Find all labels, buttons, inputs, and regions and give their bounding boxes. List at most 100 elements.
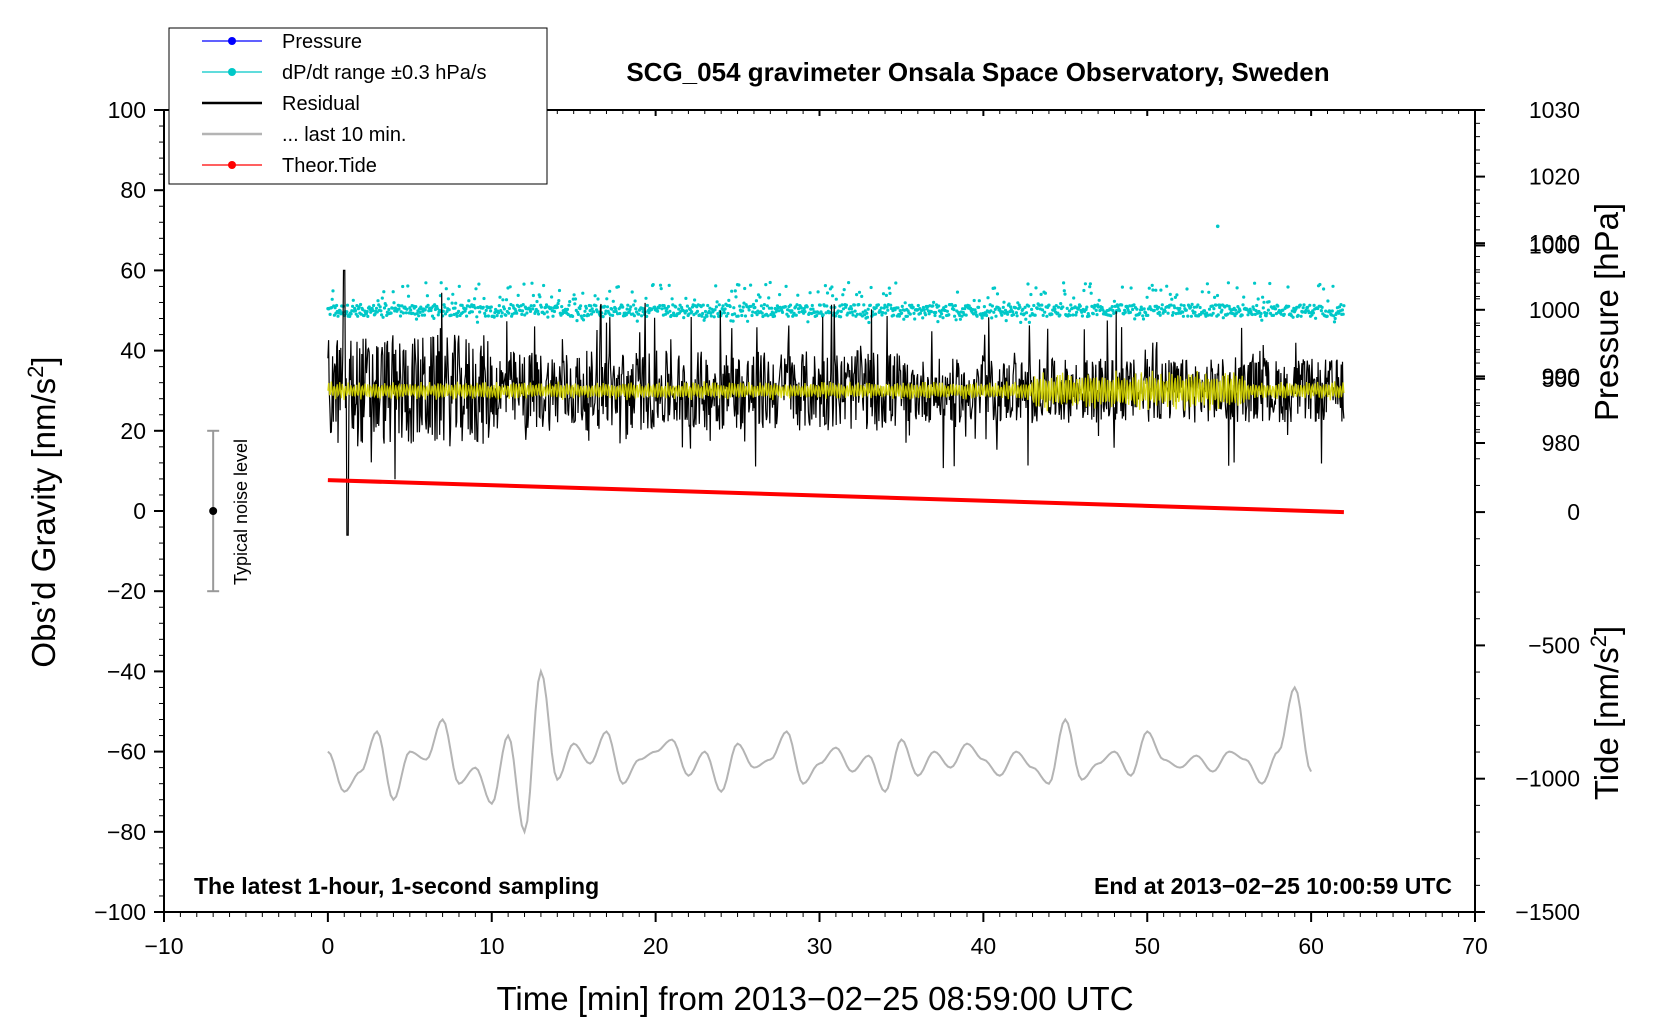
legend-label: ... last 10 min. — [282, 124, 407, 146]
dpdt-point — [733, 312, 737, 316]
dpdt-point — [1089, 291, 1093, 295]
dpdt-point — [552, 309, 557, 314]
dpdt-point — [912, 311, 916, 315]
dpdt-point — [658, 283, 663, 287]
dpdt-point — [1170, 297, 1174, 301]
dpdt-point — [1142, 307, 1146, 311]
dpdt-point — [435, 307, 440, 311]
dpdt-point — [596, 297, 600, 301]
dpdt-point — [1306, 305, 1310, 309]
dpdt-point — [860, 294, 864, 298]
dpdt-point — [1040, 308, 1045, 312]
dpdt-point — [767, 296, 771, 300]
dpdt-point — [772, 314, 777, 318]
dpdt-point — [989, 309, 993, 313]
dpdt-point — [556, 301, 560, 306]
dpdt-point — [1254, 309, 1258, 313]
y-tick-label: 40 — [120, 338, 146, 364]
dpdt-point — [1002, 300, 1006, 304]
dpdt-point — [815, 314, 819, 318]
dpdt-point — [1160, 307, 1164, 311]
dpdt-point — [1168, 292, 1172, 296]
dpdt-point — [1181, 310, 1185, 314]
dpdt-point — [392, 301, 396, 305]
dpdt-point — [1216, 313, 1220, 317]
dpdt-point — [1001, 305, 1005, 309]
dpdt-point — [328, 312, 332, 316]
dpdt-point — [378, 305, 382, 309]
dpdt-point — [522, 282, 526, 286]
dpdt-point — [1256, 297, 1260, 301]
dpdt-point — [863, 313, 867, 317]
dpdt-point — [1043, 310, 1047, 314]
dpdt-point — [528, 309, 533, 313]
dpdt-point — [372, 303, 376, 308]
tide-line — [327, 478, 1344, 515]
dpdt-point — [1185, 287, 1189, 291]
dpdt-point — [916, 303, 920, 308]
dpdt-point — [1094, 308, 1098, 312]
dpdt-point — [536, 312, 541, 316]
y-tick-label: −40 — [107, 658, 146, 684]
dpdt-point — [1128, 310, 1132, 314]
dpdt-point — [977, 299, 981, 303]
dpdt-point — [980, 316, 984, 320]
dpdt-point — [1091, 312, 1095, 316]
dpdt-point — [1117, 309, 1122, 313]
dpdt-point — [1145, 295, 1149, 299]
dpdt-point — [816, 290, 820, 294]
dpdt-point — [424, 281, 428, 285]
y-tick-label: 100 — [108, 97, 146, 123]
dpdt-point — [853, 309, 857, 313]
dpdt-point — [974, 310, 978, 314]
dpdt-point — [1056, 311, 1060, 315]
dpdt-point — [610, 307, 614, 311]
dpdt-point — [1085, 305, 1089, 309]
dpdt-point — [825, 304, 829, 308]
dpdt-point — [603, 304, 607, 308]
dpdt-point — [742, 301, 746, 305]
tide-axis-ticks: −1500 −1000 −500 0 500 1000 — [1475, 233, 1580, 925]
dpdt-point — [366, 314, 370, 318]
dpdt-point — [1234, 308, 1238, 312]
dpdt-point — [705, 314, 709, 318]
dpdt-point — [1207, 290, 1211, 294]
dpdt-point — [381, 315, 385, 319]
dpdt-point — [659, 287, 663, 291]
dpdt-point — [422, 313, 427, 317]
dpdt-point — [359, 302, 363, 307]
dpdt-point — [1182, 304, 1186, 308]
dpdt-point — [546, 315, 550, 319]
dpdt-point — [796, 307, 801, 311]
dpdt-point — [1322, 287, 1326, 291]
dpdt-point — [941, 316, 945, 320]
dpdt-point — [884, 293, 889, 297]
dpdt-point — [743, 286, 747, 291]
dpdt-point — [1341, 312, 1345, 316]
dpdt-point — [1307, 311, 1311, 315]
dpdt-point — [1250, 312, 1254, 317]
dpdt-point — [482, 296, 486, 301]
dpdt-point — [467, 299, 471, 303]
dpdt-point — [382, 290, 386, 294]
dpdt-point — [806, 320, 810, 324]
dpdt-point — [542, 312, 546, 316]
dpdt-point — [1050, 312, 1054, 316]
dpdt-point — [1006, 312, 1010, 316]
dpdt-point — [1268, 281, 1272, 286]
dpdt-point — [1088, 285, 1092, 289]
dpdt-point — [828, 310, 832, 315]
dpdt-point — [1014, 306, 1018, 310]
dpdt-point — [1340, 308, 1344, 312]
dpdt-point — [507, 306, 511, 311]
dpdt-point — [414, 317, 419, 321]
dpdt-point — [345, 303, 350, 307]
dpdt-point — [740, 313, 744, 318]
dpdt-point — [1262, 300, 1266, 304]
dpdt-point — [414, 305, 418, 309]
dpdt-point — [831, 294, 835, 298]
dpdt-point — [767, 306, 772, 310]
dpdt-point — [398, 304, 402, 308]
dpdt-point — [498, 295, 502, 299]
dpdt-point — [336, 314, 340, 318]
